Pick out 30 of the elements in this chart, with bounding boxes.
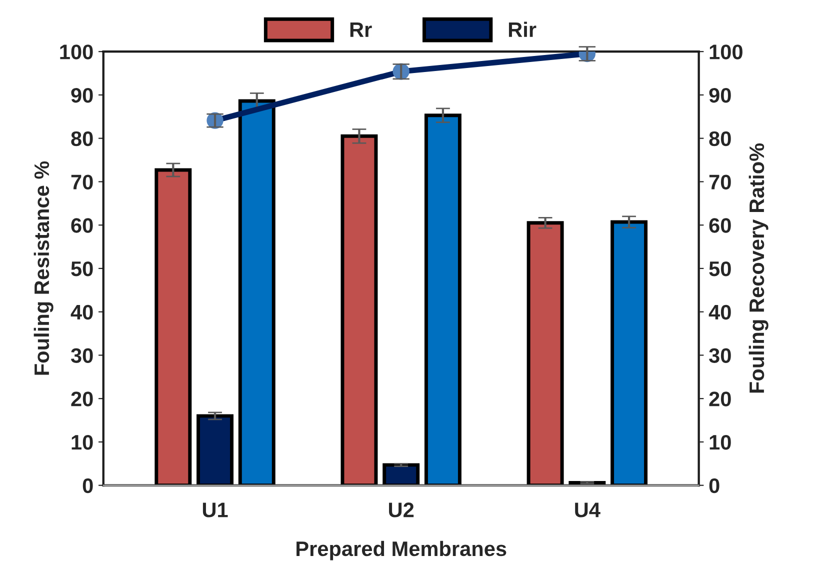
y2-tick-label: 80: [709, 131, 731, 146]
legend-label: Rr: [350, 22, 372, 37]
legend-label: Rir: [508, 22, 536, 37]
y-tick-label: 90: [71, 88, 93, 103]
y2-tick-label: 20: [709, 392, 731, 406]
x-tick-label: U2: [389, 502, 414, 518]
y2-tick-label: 40: [708, 304, 731, 320]
y-tick-label: 10: [72, 434, 93, 450]
y-axis-title: Fouling Resistance %: [34, 161, 54, 375]
y-tick-label: 80: [71, 131, 93, 146]
y2-tick-label: 10: [710, 434, 731, 450]
x-tick-label: U4: [575, 502, 600, 518]
y-tick-label: 50: [71, 261, 93, 276]
x-tick-label: U1: [202, 502, 228, 518]
y-tick-label: 20: [71, 392, 93, 406]
y2-tick-label: 70: [709, 174, 731, 190]
y-tick-label: 70: [71, 174, 93, 190]
y2-tick-label: 60: [709, 218, 731, 233]
y2-tick-label: 50: [709, 261, 731, 276]
y-tick-label: 60: [71, 218, 93, 233]
y2-tick-label: 90: [709, 88, 731, 103]
y-tick-label: 40: [70, 304, 93, 320]
y-tick-label: 0: [82, 478, 93, 494]
y-tick-label: 100: [60, 44, 93, 60]
y2-tick-label: 0: [709, 478, 720, 494]
y2-axis-title: Fouling Recovery Ratio%: [748, 143, 768, 393]
y2-tick-label: 30: [709, 348, 731, 363]
y2-tick-label: 100: [710, 44, 742, 60]
x-axis-title: Prepared Membranes: [296, 540, 506, 560]
y-tick-label: 30: [70, 348, 93, 363]
